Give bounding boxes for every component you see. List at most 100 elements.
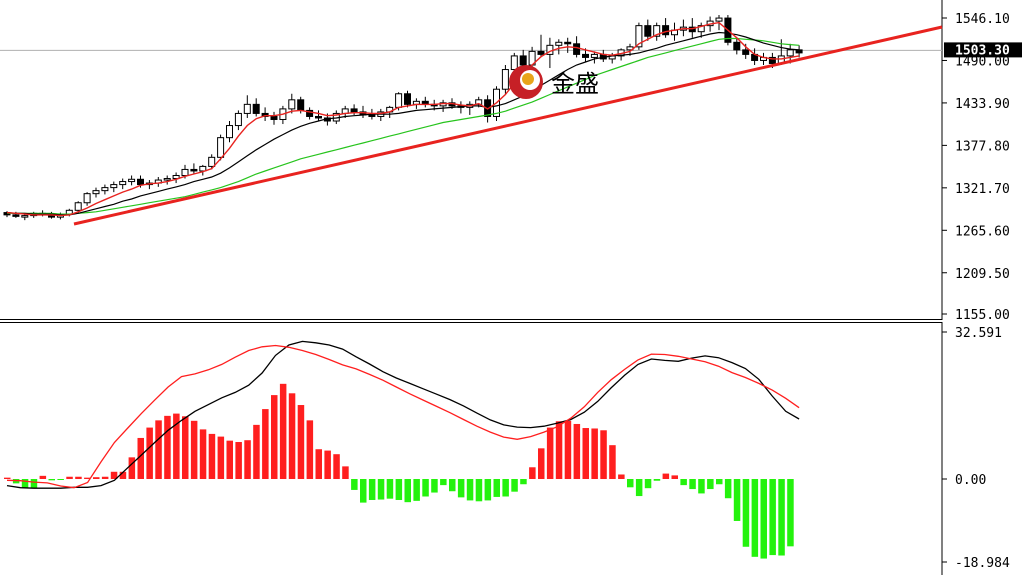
current-price-tag: [944, 42, 1022, 58]
macd-histogram-bar: [164, 415, 171, 479]
candle-body: [190, 168, 198, 172]
macd-histogram-bar: [297, 405, 305, 479]
macd-histogram-bar: [778, 479, 785, 556]
candle-body: [644, 25, 652, 37]
candle-body: [795, 49, 803, 54]
macd-histogram-bar: [618, 474, 625, 479]
macd-histogram-bar: [680, 479, 687, 486]
macd-histogram-bar: [457, 479, 465, 498]
macd-histogram-bar: [288, 393, 296, 479]
macd-histogram-bar: [351, 479, 358, 490]
brand-logo: 金盛: [509, 65, 599, 99]
candle: [226, 121, 233, 143]
macd-histogram-bar: [600, 430, 607, 479]
macd-histogram-bar: [653, 479, 661, 481]
macd-histogram-bar: [742, 479, 750, 547]
candle: [590, 51, 598, 64]
macd-histogram-bar: [48, 479, 55, 481]
macd-histogram-bar: [511, 479, 518, 492]
candle-body: [315, 115, 322, 119]
price-tick-label: 1490.00: [955, 54, 1010, 69]
macd-histogram-bar: [360, 479, 367, 503]
macd-histogram-bar: [368, 479, 376, 500]
macd-histogram-bar: [253, 424, 260, 479]
candle-body: [653, 25, 661, 37]
macd-histogram-bar: [751, 479, 759, 557]
macd-histogram-bar: [760, 479, 767, 559]
macd-histogram-bar: [271, 395, 278, 479]
macd-signal-line: [6, 344, 800, 489]
candle-body: [226, 125, 233, 139]
candle: [573, 36, 581, 58]
macd-histogram-bar: [787, 479, 794, 547]
candle-body: [128, 178, 136, 183]
candle: [199, 164, 207, 176]
candle-body: [208, 156, 216, 167]
candle: [564, 37, 572, 53]
macd-histogram-bar: [21, 479, 29, 489]
candle: [653, 22, 661, 41]
macd-line: [6, 340, 800, 489]
macd-histogram-bar: [119, 471, 127, 479]
macd-histogram-bar: [386, 479, 394, 499]
candle-body: [786, 49, 794, 57]
macd-histogram-bar: [484, 479, 492, 501]
candle-body: [501, 69, 509, 90]
macd-histogram-bar: [733, 479, 741, 521]
candle-body: [582, 53, 589, 58]
candle: [733, 37, 741, 55]
candle-body: [555, 41, 563, 46]
candle-body: [137, 178, 144, 186]
candle: [234, 110, 242, 131]
candle-body: [742, 49, 750, 55]
macd-histogram-bar: [671, 475, 678, 479]
logo-emblem-core-icon: [522, 73, 534, 85]
macd-tick-label: 0.00: [955, 473, 986, 488]
candle-body: [715, 17, 723, 22]
macd-histogram-bar: [707, 479, 714, 490]
candle-body: [172, 174, 180, 180]
candle-body: [510, 55, 518, 71]
macd-histogram-bar: [404, 479, 411, 503]
macd-histogram-bar: [644, 479, 652, 489]
macd-histogram-bar: [662, 473, 670, 479]
candle: [537, 34, 545, 58]
candle-body: [199, 165, 207, 172]
macd-histogram-bar: [128, 457, 136, 479]
price-tick-label: 1209.50: [955, 267, 1010, 282]
macd-histogram-bar: [422, 479, 429, 497]
macd-histogram-bar: [262, 409, 269, 479]
candle: [172, 172, 180, 184]
candle-body: [590, 53, 598, 58]
macd-histogram-bar: [724, 479, 732, 499]
candle-body: [404, 93, 411, 105]
macd-histogram-bar: [190, 420, 198, 479]
macd-histogram-bar: [609, 445, 616, 479]
ma-slow-line: [7, 37, 800, 215]
candle-body: [243, 103, 251, 114]
macd-histogram-bar: [529, 467, 536, 479]
candle-body: [635, 25, 643, 48]
macd-histogram-bar: [689, 479, 696, 490]
macd-histogram-bar: [84, 477, 91, 479]
price-tick-label: 1155.00: [955, 308, 1010, 323]
candle: [501, 64, 509, 94]
macd-histogram-bar: [716, 479, 723, 485]
candle-body: [119, 181, 127, 186]
candle-body: [395, 93, 403, 108]
macd-histogram-bar: [342, 466, 349, 479]
logo-text: 金盛: [551, 70, 599, 98]
candle: [315, 110, 322, 122]
ma-fast-line: [6, 21, 800, 217]
candle-body: [697, 25, 705, 33]
macd-histogram-bar: [520, 479, 527, 485]
candle: [243, 95, 251, 118]
candle: [83, 192, 91, 206]
macd-histogram-bar: [315, 449, 322, 479]
candle: [252, 98, 260, 117]
candle-body: [573, 43, 581, 55]
candle-body: [288, 99, 296, 110]
candle: [101, 184, 109, 195]
macd-histogram-bar: [591, 428, 598, 479]
